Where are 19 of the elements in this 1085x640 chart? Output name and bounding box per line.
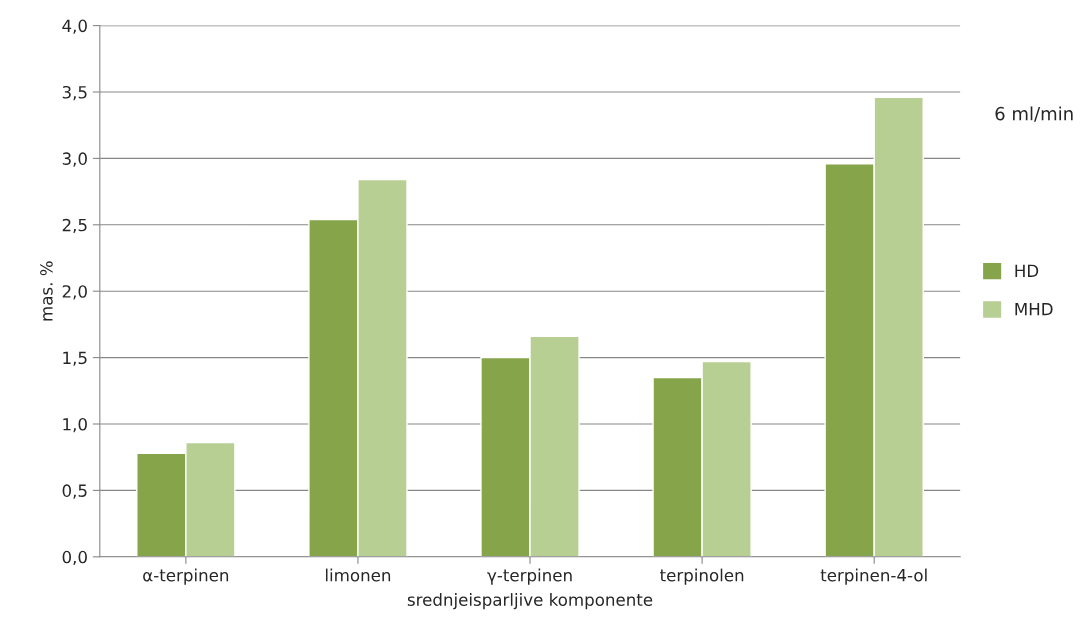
y-tick-label: 2,5: [62, 218, 87, 234]
y-tick-label: 4,0: [62, 19, 87, 34]
y-axis-title: mas. %: [40, 261, 53, 321]
legend-label: MHD: [1015, 303, 1053, 316]
x-tick-label: α-terpinen: [143, 568, 229, 585]
x-axis-title: srednjeisparljive komponente: [407, 593, 653, 610]
legend-label: HD: [1015, 264, 1039, 277]
y-tick-label: 0,0: [62, 550, 87, 566]
y-tick-label: 3,5: [62, 85, 87, 101]
x-tick-label: limonen: [325, 568, 391, 582]
text: 6 ml/min: [995, 106, 1073, 122]
y-tick-label: 1,0: [63, 417, 87, 433]
y-tick-label: 1,5: [63, 351, 87, 366]
y-tick-label: 3,0: [62, 152, 87, 167]
y-tick-label: 0,5: [62, 484, 87, 499]
x-tick-label: terpinen-4-ol: [820, 568, 927, 585]
x-tick-label: γ-terpinen: [487, 568, 572, 585]
x-tick-label: terpinolen: [660, 568, 744, 585]
y-tick-label: 2,0: [62, 285, 87, 300]
